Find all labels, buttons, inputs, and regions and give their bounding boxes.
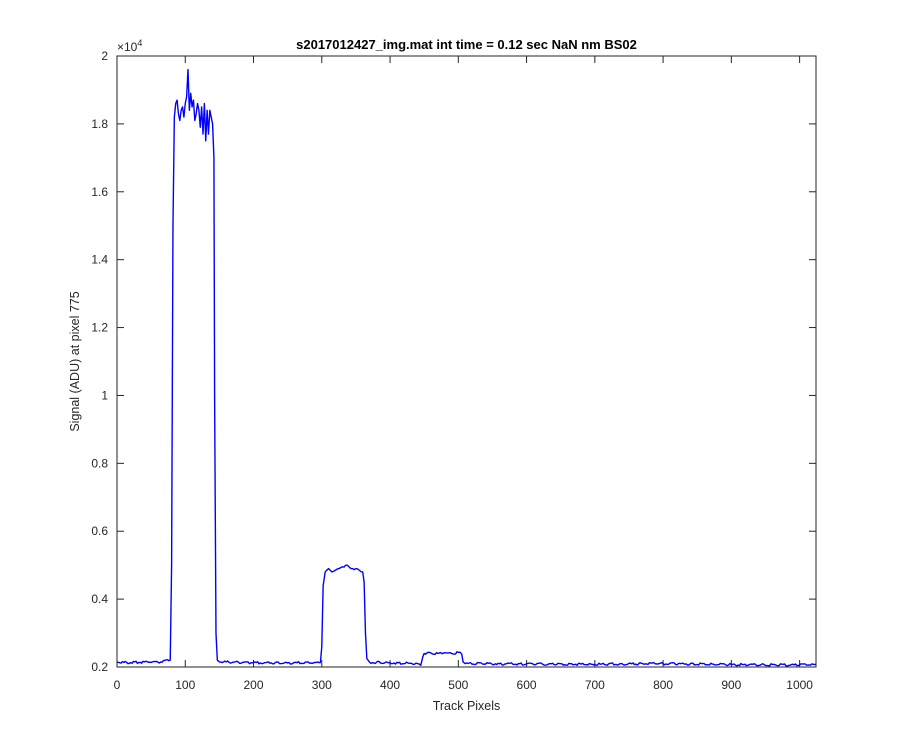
x-tick-label: 400 [380, 678, 400, 692]
y-tick-label: 0.2 [91, 660, 108, 674]
axes-box [116, 55, 817, 668]
x-tick-label: 700 [585, 678, 605, 692]
x-tick-label: 800 [653, 678, 673, 692]
y-tick-label: 1.4 [91, 253, 108, 267]
y-tick-label: 2 [101, 49, 108, 63]
x-tick-label: 200 [244, 678, 264, 692]
chart-title: s2017012427_img.mat int time = 0.12 sec … [296, 37, 637, 52]
y-tick-label: 0.8 [91, 456, 108, 470]
plot-area [117, 56, 816, 667]
series-line [116, 68, 817, 667]
x-tick-label: 0 [114, 678, 121, 692]
y-tick-label: 1.6 [91, 185, 108, 199]
y-tick-label: 0.6 [91, 524, 108, 538]
x-tick-label: 900 [721, 678, 741, 692]
x-tick-label: 300 [312, 678, 332, 692]
y-exponent-label: ×104 [117, 38, 142, 54]
x-tick-label: 600 [517, 678, 537, 692]
y-tick-label: 0.4 [91, 592, 108, 606]
y-axis-label: Signal (ADU) at pixel 775 [68, 291, 82, 431]
x-tick-label: 500 [448, 678, 468, 692]
x-tick-label: 100 [175, 678, 195, 692]
y-tick-label: 1 [101, 388, 108, 402]
y-tick-label: 1.2 [91, 321, 108, 335]
x-axis-label: Track Pixels [433, 699, 501, 713]
x-tick-label: 1000 [786, 678, 813, 692]
axis-tick-labels: 0 100 200 300 400 500 600 700 800 900 1000 0.2 0.4 0.… [91, 49, 813, 692]
y-tick-label: 1.8 [91, 117, 108, 131]
